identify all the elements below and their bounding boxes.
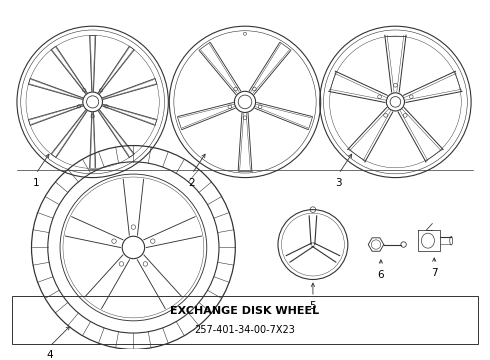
Text: 2: 2 [189,178,196,188]
Text: 3: 3 [335,178,342,188]
Text: 1: 1 [32,178,39,188]
Text: 6: 6 [377,270,384,280]
Text: 257-401-34-00-7X23: 257-401-34-00-7X23 [195,325,295,335]
Text: EXCHANGE DISK WHEEL: EXCHANGE DISK WHEEL [171,306,319,315]
Text: 4: 4 [47,350,53,360]
Text: 5: 5 [310,301,316,311]
Text: 7: 7 [431,268,438,278]
